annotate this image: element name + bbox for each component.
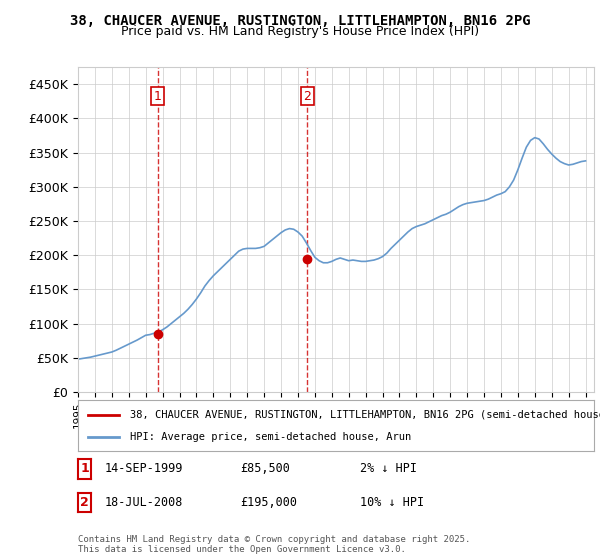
- Text: Contains HM Land Registry data © Crown copyright and database right 2025.
This d: Contains HM Land Registry data © Crown c…: [78, 535, 470, 554]
- Text: 2% ↓ HPI: 2% ↓ HPI: [360, 462, 417, 475]
- Text: 38, CHAUCER AVENUE, RUSTINGTON, LITTLEHAMPTON, BN16 2PG: 38, CHAUCER AVENUE, RUSTINGTON, LITTLEHA…: [70, 14, 530, 28]
- Text: HPI: Average price, semi-detached house, Arun: HPI: Average price, semi-detached house,…: [130, 432, 411, 442]
- Text: 2: 2: [303, 90, 311, 103]
- Text: Price paid vs. HM Land Registry's House Price Index (HPI): Price paid vs. HM Land Registry's House …: [121, 25, 479, 38]
- Text: 14-SEP-1999: 14-SEP-1999: [105, 462, 184, 475]
- Text: 1: 1: [154, 90, 161, 103]
- Text: £195,000: £195,000: [240, 496, 297, 509]
- Text: £85,500: £85,500: [240, 462, 290, 475]
- Text: 18-JUL-2008: 18-JUL-2008: [105, 496, 184, 509]
- Text: 10% ↓ HPI: 10% ↓ HPI: [360, 496, 424, 509]
- Text: 38, CHAUCER AVENUE, RUSTINGTON, LITTLEHAMPTON, BN16 2PG (semi-detached house): 38, CHAUCER AVENUE, RUSTINGTON, LITTLEHA…: [130, 409, 600, 419]
- Text: 1: 1: [80, 463, 89, 475]
- Text: 2: 2: [80, 496, 89, 509]
